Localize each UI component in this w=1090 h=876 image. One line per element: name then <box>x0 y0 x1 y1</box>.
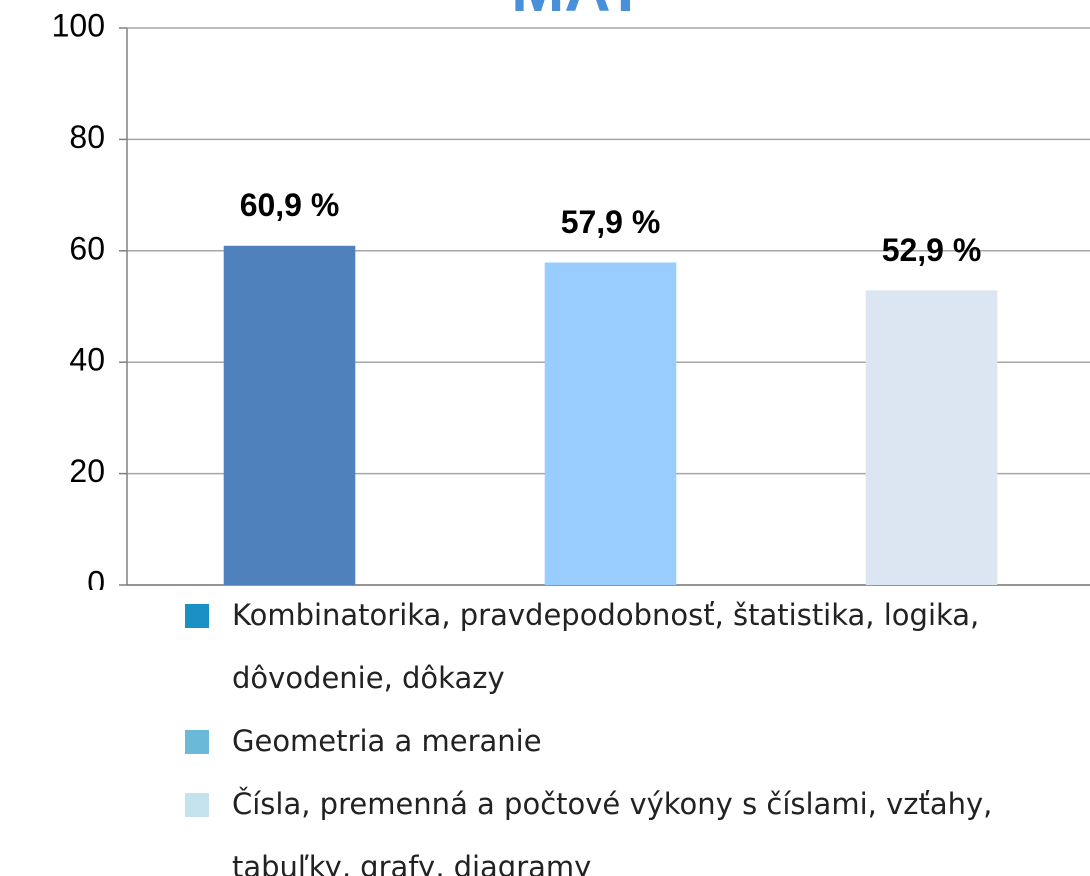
y-tick-label: 20 <box>69 453 105 489</box>
y-tick-label: 60 <box>69 230 105 266</box>
legend-label: Geometria a meranie <box>232 724 542 758</box>
bar <box>865 290 998 585</box>
legend-label: Čísla, premenná a počtové výkony s čísla… <box>232 787 993 876</box>
legend-label: Kombinatorika, pravdepodobnosť, štatisti… <box>232 598 980 695</box>
legend-item: Geometria a meranie <box>185 710 1045 773</box>
bar <box>223 245 356 586</box>
bar <box>544 262 677 585</box>
value-label: 52,9 % <box>882 232 982 268</box>
legend-item: Kombinatorika, pravdepodobnosť, štatisti… <box>185 584 1045 710</box>
chart-title: MAT <box>511 0 645 25</box>
value-label: 57,9 % <box>561 204 661 240</box>
chart: MAT 0 20 40 60 80 100 60,9 % 57,9 % 52,9 % <box>52 0 1090 590</box>
legend: Kombinatorika, pravdepodobnosť, štatisti… <box>185 584 1045 876</box>
y-tick-label: 100 <box>52 7 105 43</box>
legend-swatch <box>185 604 209 628</box>
value-label: 60,9 % <box>240 187 340 223</box>
legend-swatch <box>185 793 209 817</box>
legend-item: Čísla, premenná a počtové výkony s čísla… <box>185 773 1045 876</box>
y-tick-label: 40 <box>69 342 105 378</box>
y-tick-label: 0 <box>87 564 105 590</box>
y-tick-label: 80 <box>69 119 105 155</box>
legend-swatch <box>185 730 209 754</box>
